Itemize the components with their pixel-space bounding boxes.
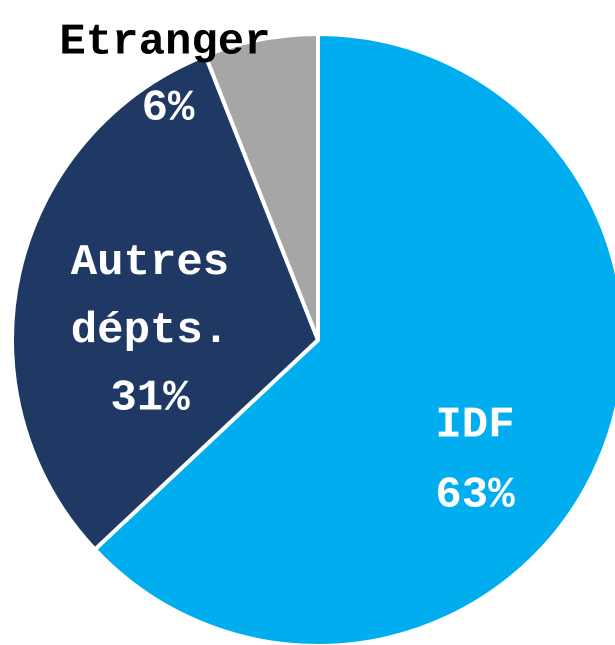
slice-label: IDF bbox=[435, 401, 514, 451]
value-label: 6% bbox=[142, 84, 195, 134]
label-line: dépts. bbox=[71, 306, 229, 356]
pie-slice bbox=[10, 53, 320, 552]
pie-slice bbox=[92, 32, 615, 645]
label-line: Autres bbox=[71, 238, 229, 288]
value-label: 31% bbox=[110, 374, 190, 424]
pie-slice bbox=[203, 32, 320, 342]
value-label: 63% bbox=[435, 471, 515, 521]
slice-label: Etranger bbox=[59, 18, 270, 68]
slice-label: Autres dépts. bbox=[71, 238, 229, 356]
